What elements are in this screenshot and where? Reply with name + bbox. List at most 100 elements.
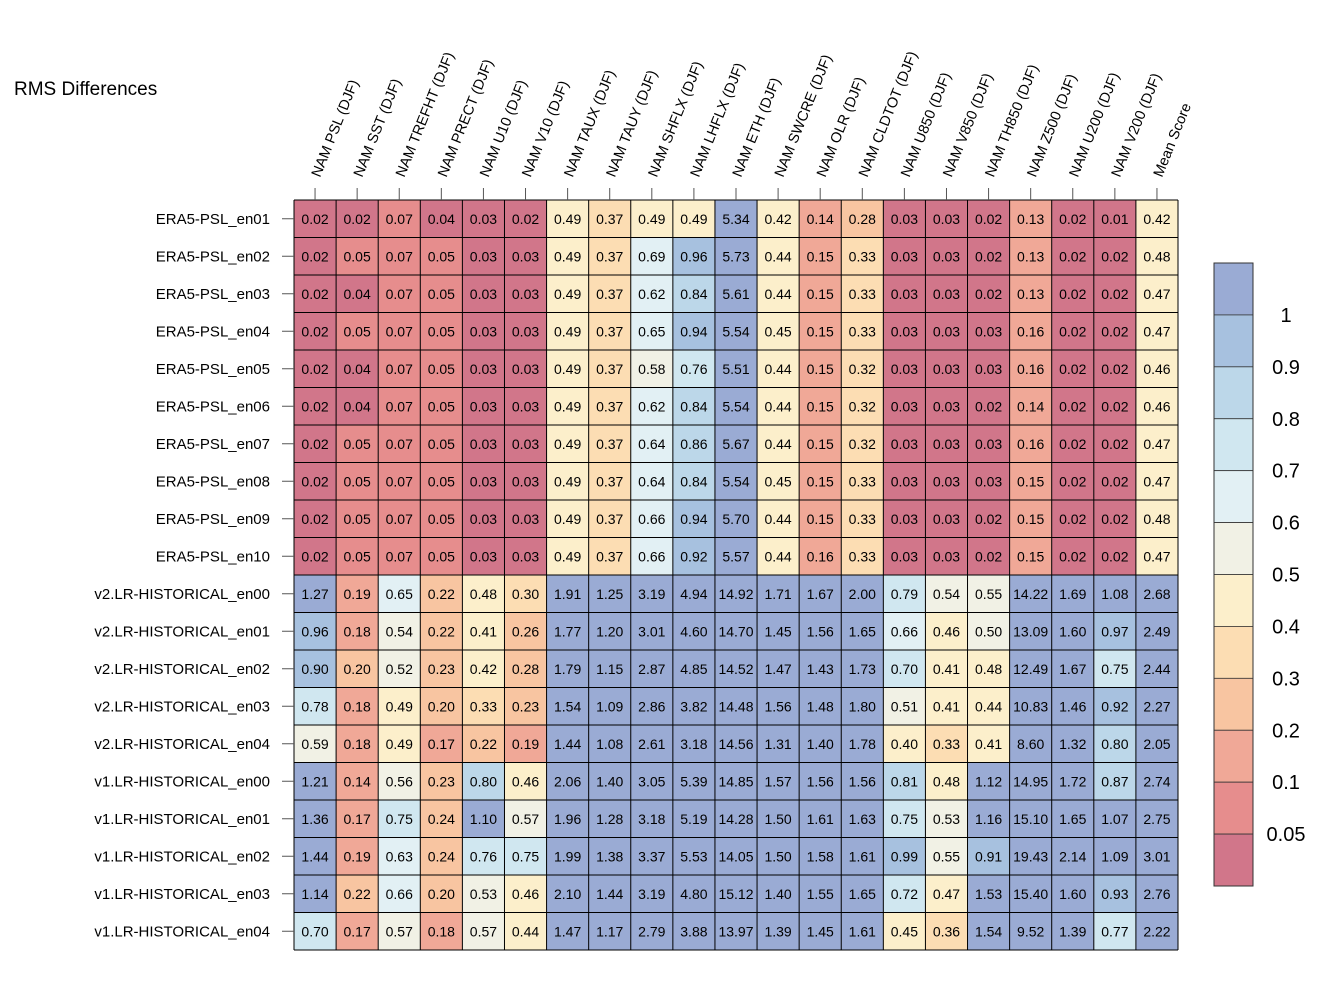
cell-value: 2.74 <box>1143 773 1170 789</box>
heatmap-cell <box>630 612 673 650</box>
cell-value: 0.33 <box>849 323 876 339</box>
cell-value: 1.14 <box>301 886 328 902</box>
heatmap-cell <box>925 762 968 800</box>
heatmap-cell <box>588 762 631 800</box>
heatmap-cell <box>1135 200 1178 238</box>
cell-value: 1.10 <box>470 811 497 827</box>
heatmap-cell <box>714 912 758 950</box>
heatmap-cell <box>630 650 673 688</box>
column-label: Mean Score <box>1151 101 1195 179</box>
heatmap-cell <box>420 575 463 613</box>
colorbar-label: 0.1 <box>1272 772 1300 794</box>
heatmap-cell <box>1093 537 1136 575</box>
heatmap-cell <box>1093 575 1136 613</box>
heatmap-cell <box>1009 237 1052 275</box>
cell-value: 0.04 <box>344 286 371 302</box>
heatmap-cell <box>1009 575 1052 613</box>
colorbar-segment <box>1213 677 1254 731</box>
heatmap-cell <box>588 875 631 913</box>
cell-value: 14.48 <box>718 698 753 714</box>
colorbar-segment <box>1213 262 1254 316</box>
cell-value: 14.92 <box>718 586 753 602</box>
heatmap-cell <box>504 575 547 613</box>
heatmap-cell <box>672 800 715 838</box>
cell-value: 1.91 <box>554 586 581 602</box>
cell-value: 0.02 <box>1059 511 1086 527</box>
cell-value: 3.19 <box>638 886 665 902</box>
heatmap-cell <box>1093 800 1136 838</box>
heatmap-cell <box>1051 875 1094 913</box>
cell-value: 1.58 <box>807 848 834 864</box>
cell-value: 2.00 <box>849 586 876 602</box>
cell-value: 0.62 <box>638 398 665 414</box>
heatmap-cell <box>504 387 547 425</box>
cell-value: 2.05 <box>1143 736 1170 752</box>
cell-value: 2.87 <box>638 661 665 677</box>
cell-value: 0.05 <box>344 548 371 564</box>
cell-value: 3.18 <box>638 811 665 827</box>
heatmap-cell <box>672 312 715 350</box>
heatmap-cell <box>1009 200 1052 238</box>
heatmap-cell <box>546 237 589 275</box>
heatmap-cell <box>420 312 463 350</box>
cell-value: 1.65 <box>849 886 876 902</box>
cell-value: 0.23 <box>428 773 455 789</box>
heatmap-cell <box>504 612 547 650</box>
cell-value: 0.22 <box>428 586 455 602</box>
heatmap-cell <box>1009 800 1052 838</box>
heatmap-cell <box>294 275 337 313</box>
cell-value: 0.33 <box>849 548 876 564</box>
heatmap-cell <box>546 387 589 425</box>
cell-value: 0.02 <box>975 548 1002 564</box>
cell-value: 3.82 <box>680 698 707 714</box>
cell-value: 15.40 <box>1013 886 1048 902</box>
heatmap-cell <box>1051 725 1094 763</box>
heatmap-cell <box>1093 500 1136 538</box>
heatmap-cell <box>799 762 842 800</box>
heatmap-cell <box>841 237 884 275</box>
heatmap-cell <box>420 350 463 388</box>
cell-value: 1.56 <box>807 623 834 639</box>
cell-value: 4.85 <box>680 661 707 677</box>
cell-value: 1.12 <box>975 773 1002 789</box>
heatmap-cell <box>841 612 884 650</box>
colorbar-segment <box>1213 729 1254 783</box>
cell-value: 0.02 <box>975 398 1002 414</box>
heatmap-cell <box>841 387 884 425</box>
row-label: ERA5-PSL_en06 <box>156 398 270 415</box>
cell-value: 0.05 <box>428 436 455 452</box>
heatmap-cell <box>672 687 715 725</box>
heatmap-cell <box>757 875 800 913</box>
heatmap-cell <box>546 200 589 238</box>
heatmap-cell <box>1093 912 1136 950</box>
heatmap-cell <box>1051 650 1094 688</box>
heatmap-cell <box>588 275 631 313</box>
heatmap-cell <box>799 387 842 425</box>
cell-value: 0.03 <box>512 323 539 339</box>
heatmap-cell <box>462 537 505 575</box>
cell-value: 0.03 <box>891 211 918 227</box>
cell-value: 0.54 <box>933 586 960 602</box>
cell-value: 4.80 <box>680 886 707 902</box>
cell-value: 5.19 <box>680 811 707 827</box>
heatmap-cell <box>967 537 1010 575</box>
cell-value: 0.47 <box>933 886 960 902</box>
heatmap-cell <box>336 237 379 275</box>
cell-value: 14.05 <box>718 848 753 864</box>
heatmap-cell <box>883 687 926 725</box>
heatmap-cell <box>1093 875 1136 913</box>
heatmap-cell <box>378 312 421 350</box>
heatmap-cell <box>714 200 758 238</box>
cell-value: 1.54 <box>975 923 1002 939</box>
heatmap-cell <box>1093 612 1136 650</box>
cell-value: 0.16 <box>1017 361 1044 377</box>
heatmap-cell <box>925 462 968 500</box>
heatmap-cell <box>504 237 547 275</box>
heatmap-cell <box>336 837 379 875</box>
heatmap-cell <box>336 612 379 650</box>
cell-value: 0.80 <box>1101 736 1128 752</box>
heatmap-cell <box>378 350 421 388</box>
cell-value: 3.88 <box>680 923 707 939</box>
cell-value: 1.27 <box>301 586 328 602</box>
heatmap-cell <box>1135 537 1178 575</box>
